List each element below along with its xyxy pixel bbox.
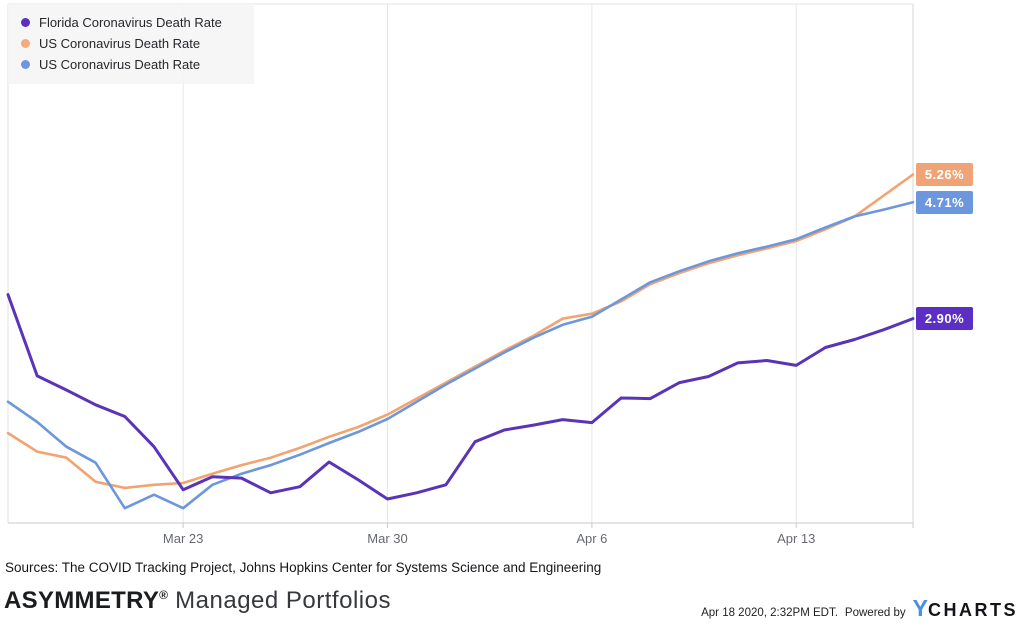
end-value-tag-us-1: 5.26%	[916, 163, 973, 187]
legend-dot-icon	[21, 18, 30, 27]
timestamp: Apr 18 2020, 2:32PM EDT.	[701, 607, 838, 619]
ycharts-wordmark: CHARTS	[928, 600, 1018, 620]
legend-item: Florida Coronavirus Death Rate	[21, 12, 254, 33]
x-axis-tick-label: Apr 6	[576, 531, 608, 546]
series-line-us-1	[6, 173, 915, 490]
line-chart-plot	[6, 3, 915, 528]
brand-subtitle: Managed Portfolios	[168, 587, 391, 614]
end-value-tag-us-2: 4.71%	[916, 190, 973, 214]
legend-dot-icon	[21, 60, 30, 69]
x-axis-tick-label: Mar 30	[367, 531, 408, 546]
legend-label: US Coronavirus Death Rate	[39, 36, 201, 51]
ycharts-y-icon: Y	[912, 595, 928, 621]
x-axis-tick-label: Apr 13	[777, 531, 816, 546]
brand-name: ASYMMETRY	[4, 587, 160, 614]
chart-legend: Florida Coronavirus Death Rate US Coronav…	[8, 4, 254, 84]
chart-meta: Apr 18 2020, 2:32PM EDT. Powered by Y CHA…	[701, 597, 1018, 620]
x-axis-tick-label: Mar 23	[162, 531, 204, 546]
ycharts-logo: Y CHARTS	[913, 597, 1018, 620]
sources-note: Sources: The COVID Tracking Project, Joh…	[5, 560, 602, 575]
legend-dot-icon	[21, 39, 30, 48]
legend-label: US Coronavirus Death Rate	[39, 57, 201, 72]
legend-item: US Coronavirus Death Rate	[21, 54, 254, 75]
legend-item: US Coronavirus Death Rate	[21, 33, 254, 54]
legend-label: Florida Coronavirus Death Rate	[39, 15, 222, 30]
registered-mark: ®	[159, 588, 168, 602]
series-line-us-2	[6, 200, 915, 510]
brand-title: ASYMMETRY® Managed Portfolios	[4, 587, 391, 615]
series-line-florida	[6, 293, 915, 501]
end-value-tag-florida: 2.90%	[916, 307, 973, 331]
powered-by-label: Powered by	[844, 607, 906, 619]
